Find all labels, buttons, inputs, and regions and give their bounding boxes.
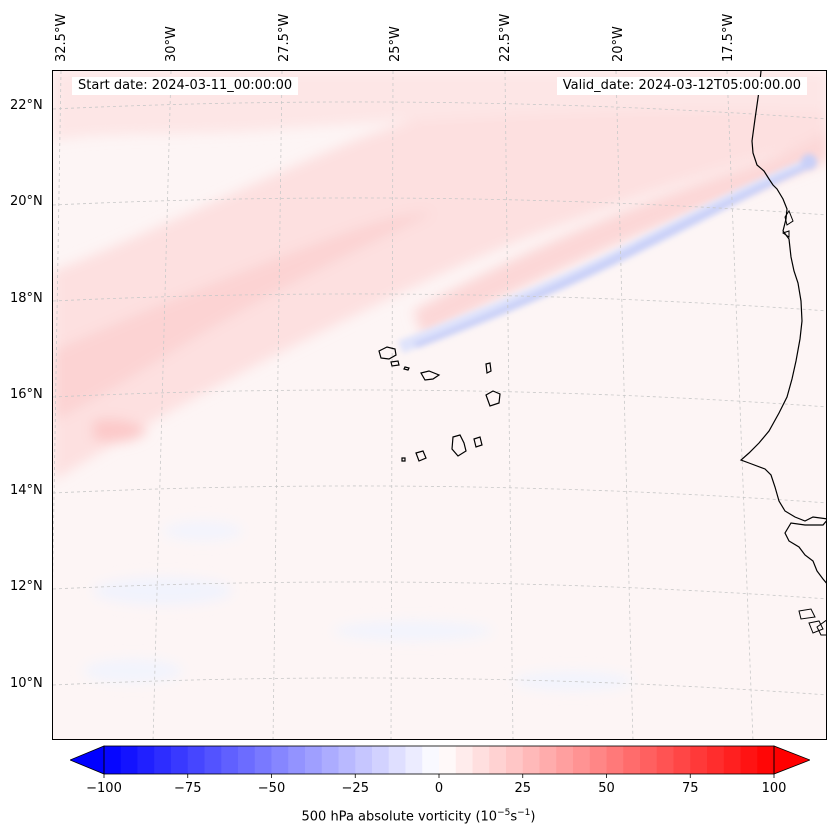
gridlines — [53, 71, 826, 739]
colorbar-min-extend — [70, 745, 105, 775]
island-santo-antao — [378, 346, 397, 360]
cape-verde-islands — [378, 346, 501, 462]
african-coastline — [739, 71, 826, 584]
colorbar-cell — [723, 746, 741, 774]
lon-label-32-5w: 32.5°W — [54, 13, 69, 62]
colorbar-cell — [673, 746, 691, 774]
colorbar-cell — [573, 746, 591, 774]
island-sal — [485, 362, 492, 374]
colorbar-cell — [355, 746, 373, 774]
lon-label-27-5w: 27.5°W — [277, 13, 292, 62]
colorbar-cell — [271, 746, 289, 774]
start-date-label: Start date: 2024-03-11_00:00:00 — [72, 77, 299, 95]
lon-label-20w: 20°W — [611, 26, 626, 62]
coastline-detail — [781, 209, 826, 636]
lon-label-25w: 25°W — [388, 26, 403, 62]
colorbar-cells — [104, 746, 775, 774]
colorbar-cell — [388, 746, 406, 774]
colorbar-cell — [640, 746, 658, 774]
colorbar-cell — [171, 746, 189, 774]
colorbar-tick-label: −50 — [257, 781, 286, 796]
colorbar-max-extend — [773, 745, 810, 775]
colorbar-cell — [623, 746, 641, 774]
negative-vorticity-filament — [398, 154, 817, 353]
lat-label-18n: 18°N — [10, 291, 43, 306]
colorbar-tick-label: 75 — [681, 781, 699, 796]
colorbar-cell — [556, 746, 574, 774]
island-sao-vicente — [390, 360, 400, 367]
island-sao-nicolau — [420, 370, 441, 381]
lat-label-20n: 20°N — [10, 194, 43, 209]
colorbar-cell — [740, 746, 758, 774]
lat-label-16n: 16°N — [10, 387, 43, 402]
colorbar-cell — [707, 746, 725, 774]
vorticity-map — [52, 70, 827, 740]
lat-label-10n: 10°N — [10, 676, 43, 691]
colorbar-tick-label: −25 — [341, 781, 369, 796]
colorbar-cell — [372, 746, 390, 774]
colorbar-cell — [656, 746, 674, 774]
colorbar-tick-label: 0 — [434, 781, 444, 796]
lat-label-14n: 14°N — [10, 483, 43, 498]
colorbar-cell — [321, 746, 339, 774]
colorbar-cell — [539, 746, 557, 774]
lat-label-12n: 12°N — [10, 579, 43, 594]
colorbar-cell — [238, 746, 256, 774]
colorbar-cell — [204, 746, 222, 774]
island-fogo — [415, 450, 427, 462]
colorbar-cell — [757, 746, 775, 774]
colorbar — [70, 745, 810, 778]
colorbar-cell — [589, 746, 607, 774]
colorbar-tick-label: 25 — [514, 781, 532, 796]
colorbar-cell — [305, 746, 323, 774]
island-boa-vista — [485, 390, 501, 407]
colorbar-cell — [120, 746, 138, 774]
colorbar-label: 500 hPa absolute vorticity (10−5s−1) — [301, 808, 536, 825]
colorbar-cell — [221, 746, 239, 774]
colorbar-cell — [422, 746, 440, 774]
colorbar-cell — [137, 746, 155, 774]
colorbar-cell — [154, 746, 172, 774]
colorbar-tick-label: 50 — [598, 781, 615, 796]
colorbar-tick-label: −100 — [86, 781, 122, 796]
colorbar-cell — [254, 746, 272, 774]
colorbar-cell — [489, 746, 507, 774]
island-santiago — [451, 434, 467, 457]
colorbar-cell — [439, 746, 457, 774]
lon-label-22-5w: 22.5°W — [498, 13, 513, 62]
colorbar-cell — [506, 746, 524, 774]
colorbar-tick-label: 100 — [761, 781, 787, 796]
lon-label-17-5w: 17.5°W — [721, 13, 736, 62]
island-brava — [401, 457, 406, 462]
colorbar-cell — [455, 746, 473, 774]
colorbar-tick-marks — [103, 774, 775, 778]
island-santa-luzia — [403, 366, 410, 371]
colorbar-cell — [606, 746, 624, 774]
colorbar-cell — [187, 746, 205, 774]
colorbar-cell — [690, 746, 708, 774]
colorbar-cell — [522, 746, 540, 774]
colorbar-cell — [288, 746, 306, 774]
colorbar-cell — [338, 746, 356, 774]
lat-label-22n: 22°N — [10, 98, 43, 113]
island-maio — [473, 436, 483, 448]
colorbar-tick-label: −75 — [174, 781, 202, 796]
colorbar-cell — [104, 746, 122, 774]
map-canvas — [53, 71, 826, 739]
valid-date-label: Valid_date: 2024-03-12T05:00:00.00 — [556, 77, 807, 95]
colorbar-cell — [405, 746, 423, 774]
lon-label-30w: 30°W — [164, 26, 179, 62]
colorbar-cell — [472, 746, 490, 774]
